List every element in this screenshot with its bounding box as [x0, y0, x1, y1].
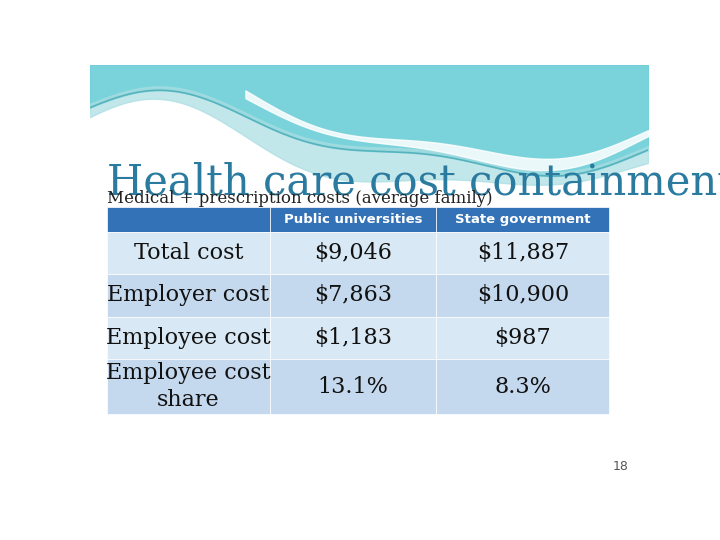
Bar [107, 359, 270, 414]
Text: Public universities: Public universities [284, 213, 423, 226]
Text: $10,900: $10,900 [477, 285, 569, 306]
Text: Total cost: Total cost [134, 242, 243, 264]
Text: 18: 18 [613, 460, 629, 473]
Bar [270, 274, 436, 316]
Bar [436, 316, 609, 359]
Text: 13.1%: 13.1% [318, 376, 389, 397]
Text: $9,046: $9,046 [314, 242, 392, 264]
Text: 8.3%: 8.3% [495, 376, 552, 397]
Bar [270, 316, 436, 359]
Text: $1,183: $1,183 [314, 327, 392, 349]
Bar [436, 207, 609, 232]
Text: $987: $987 [495, 327, 551, 349]
Bar [270, 359, 436, 414]
Text: Medical + prescription costs (average family): Medical + prescription costs (average fa… [107, 190, 492, 206]
Text: $7,863: $7,863 [314, 285, 392, 306]
Text: Health care cost containment: Health care cost containment [107, 161, 720, 203]
Bar [270, 232, 436, 274]
Bar [436, 274, 609, 316]
Bar [107, 232, 270, 274]
Text: Employer cost: Employer cost [107, 285, 269, 306]
Bar [270, 207, 436, 232]
Text: Employee cost: Employee cost [106, 327, 271, 349]
Text: State government: State government [455, 213, 590, 226]
Text: Employee cost
share: Employee cost share [106, 362, 271, 411]
Text: $11,887: $11,887 [477, 242, 569, 264]
Bar [107, 316, 270, 359]
Bar [436, 232, 609, 274]
Bar [107, 274, 270, 316]
Bar [436, 359, 609, 414]
Bar [107, 207, 270, 232]
